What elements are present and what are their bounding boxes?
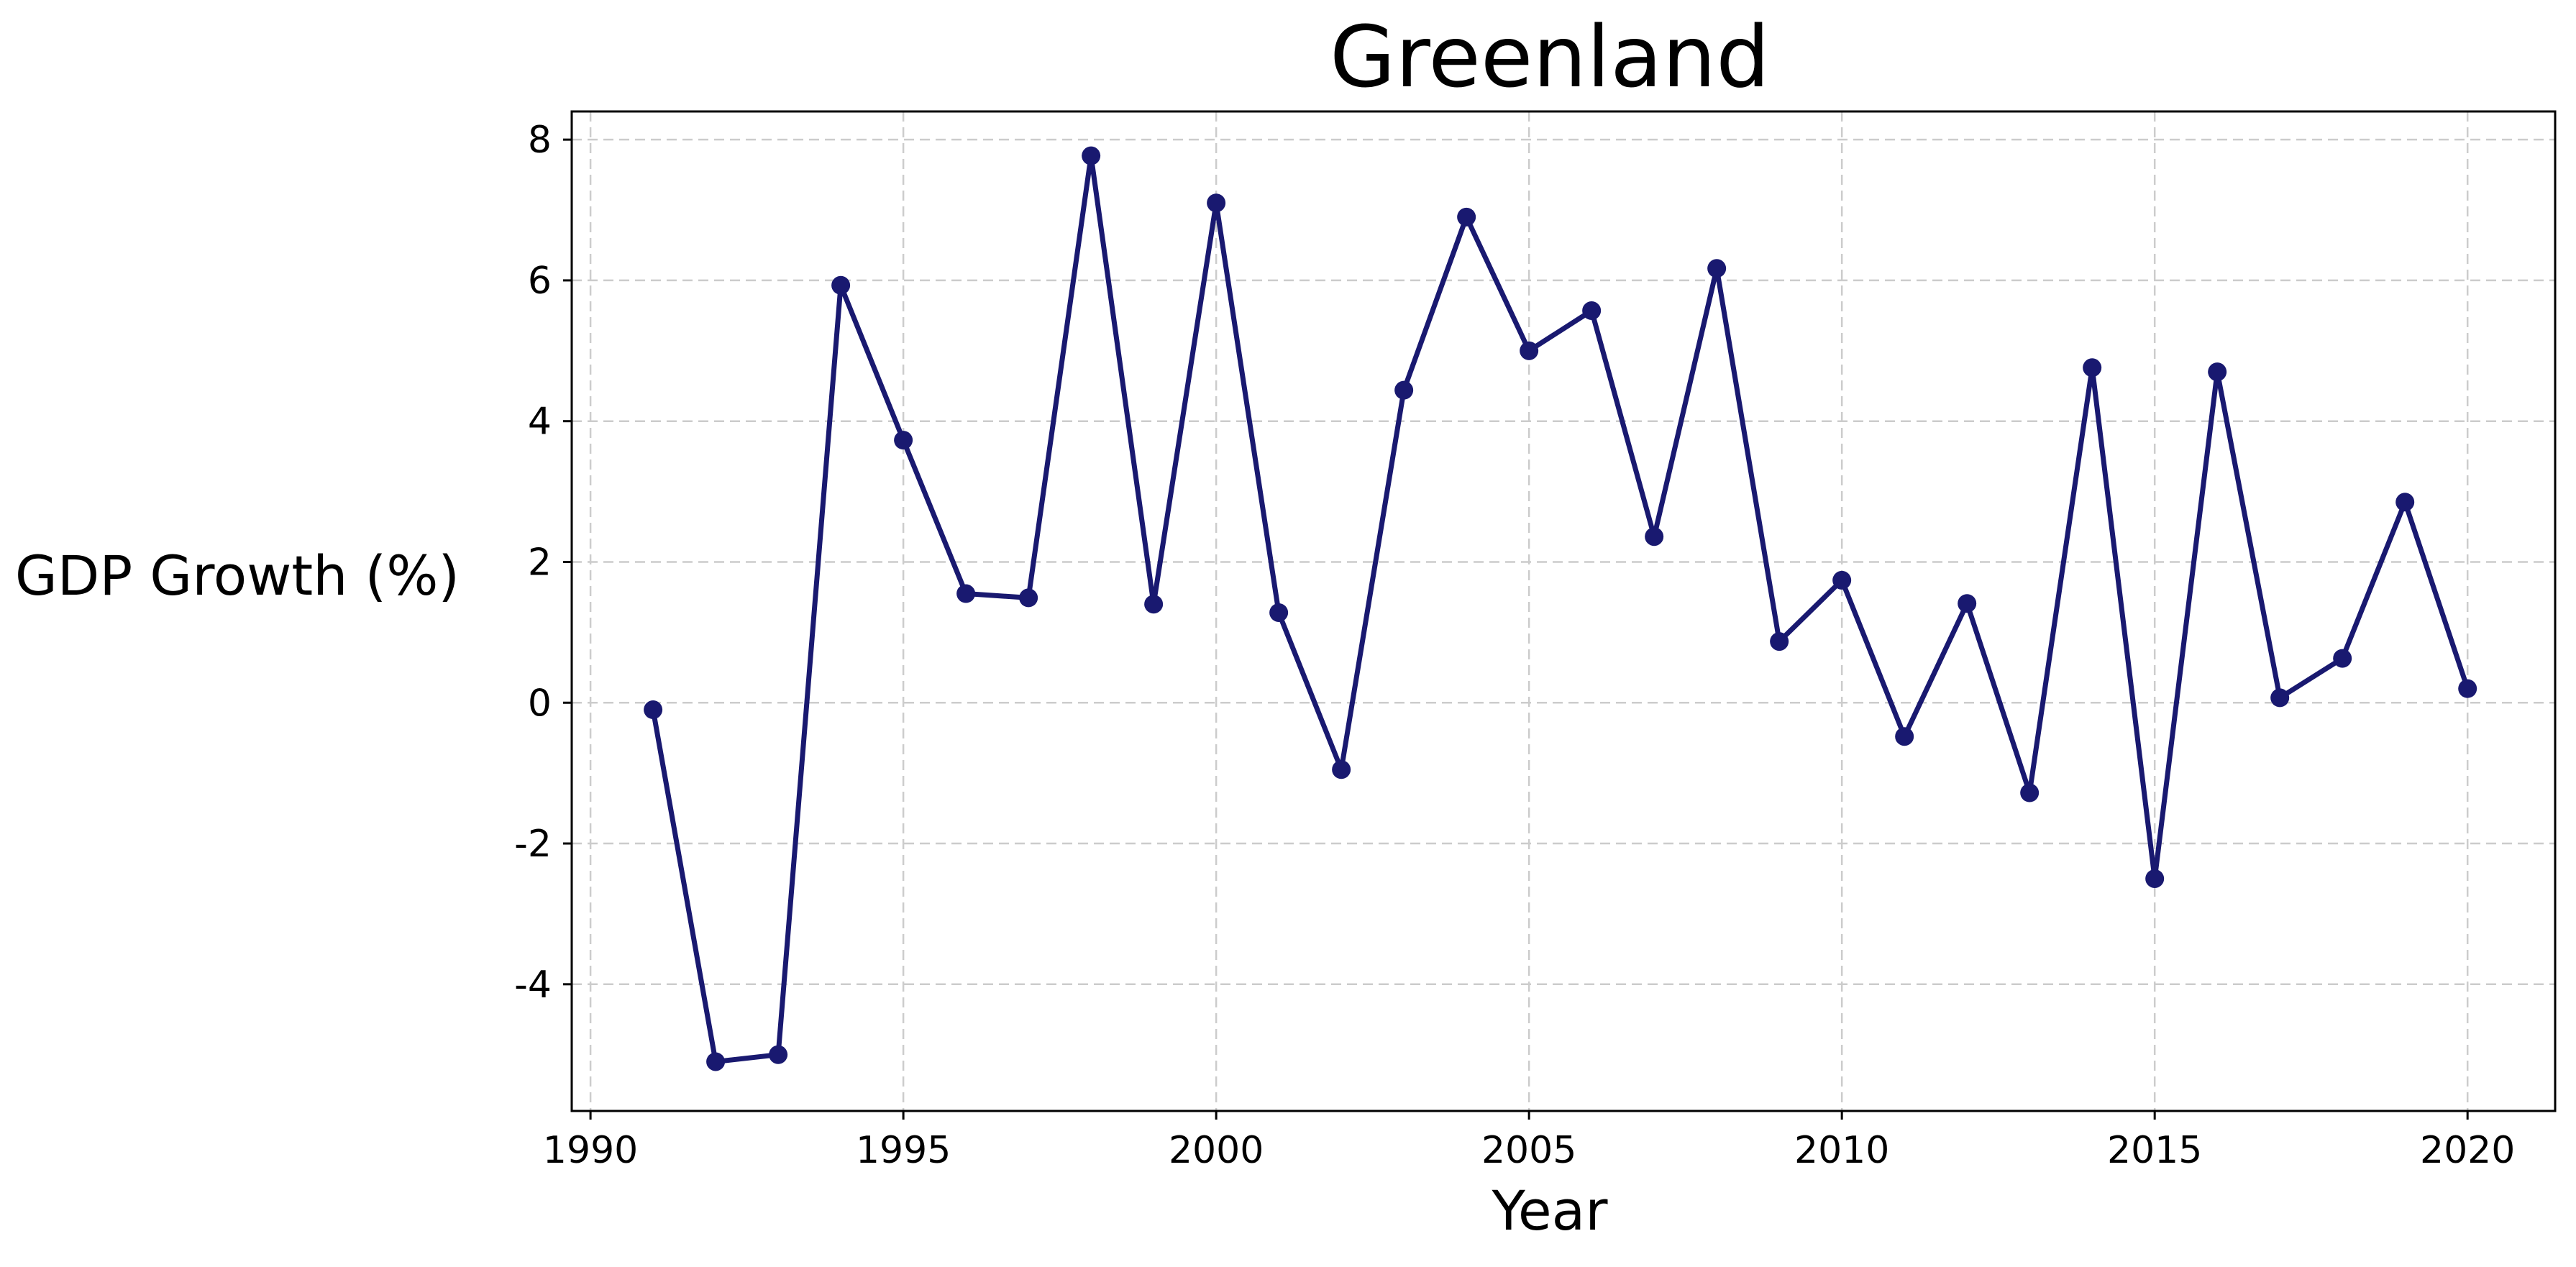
x-tick-label: 1990: [543, 1129, 638, 1172]
y-tick-label: 6: [528, 260, 552, 303]
data-point: [1832, 570, 1852, 590]
data-point: [831, 275, 851, 295]
data-point: [1520, 341, 1539, 360]
y-tick-label: 8: [528, 119, 552, 162]
y-tick-label: -4: [514, 964, 552, 1007]
data-point: [706, 1052, 726, 1071]
y-tick-label: 2: [528, 541, 552, 584]
x-tick-label: 2010: [1794, 1129, 1889, 1172]
chart-title: Greenland: [1330, 7, 1770, 106]
data-points: [644, 146, 2477, 1071]
x-tick-labels: 1990 1995 2000 2005 2010 2015 2020: [543, 1129, 2515, 1172]
y-tick-label: 0: [528, 682, 552, 725]
data-point: [1770, 632, 1789, 651]
data-point: [1207, 193, 1226, 213]
x-tick-label: 2020: [2420, 1129, 2515, 1172]
data-point: [2083, 358, 2102, 378]
x-tick-label: 1995: [856, 1129, 951, 1172]
data-point: [1457, 207, 1476, 227]
x-axis-label: Year: [1492, 1179, 1609, 1243]
grid-lines: [572, 111, 2555, 1111]
data-point: [2270, 688, 2290, 708]
data-point: [1895, 727, 1914, 746]
data-point: [894, 431, 913, 450]
y-axis-label: GDP Growth (%): [15, 544, 460, 608]
axis-ticks: [563, 138, 2469, 1120]
data-point: [1082, 146, 1101, 165]
x-tick-label: 2000: [1169, 1129, 1264, 1172]
y-tick-labels: -4 -2 0 2 4 6 8: [514, 119, 552, 1007]
y-tick-label: 4: [528, 401, 552, 444]
data-point: [1269, 603, 1289, 622]
data-point: [2395, 493, 2415, 512]
data-point: [956, 584, 976, 603]
data-point: [1332, 760, 1351, 779]
plot-frame: [570, 110, 2557, 1112]
x-tick-label: 2015: [2107, 1129, 2202, 1172]
series-line-gdp-growth: [650, 153, 2470, 1064]
data-point: [2145, 869, 2165, 888]
data-point: [1958, 594, 1977, 613]
data-point: [2208, 362, 2227, 382]
data-point: [1144, 595, 1164, 614]
data-point: [769, 1045, 788, 1064]
data-point: [2458, 679, 2477, 698]
data-point: [644, 700, 663, 720]
data-point: [1582, 301, 1602, 321]
data-point: [2333, 649, 2352, 668]
data-point: [1645, 527, 1664, 546]
data-point: [1707, 259, 1727, 278]
data-point: [1394, 380, 1414, 400]
y-tick-label: -2: [514, 823, 552, 866]
data-point: [1019, 588, 1038, 608]
data-point: [2020, 783, 2040, 802]
x-tick-label: 2005: [1481, 1129, 1576, 1172]
